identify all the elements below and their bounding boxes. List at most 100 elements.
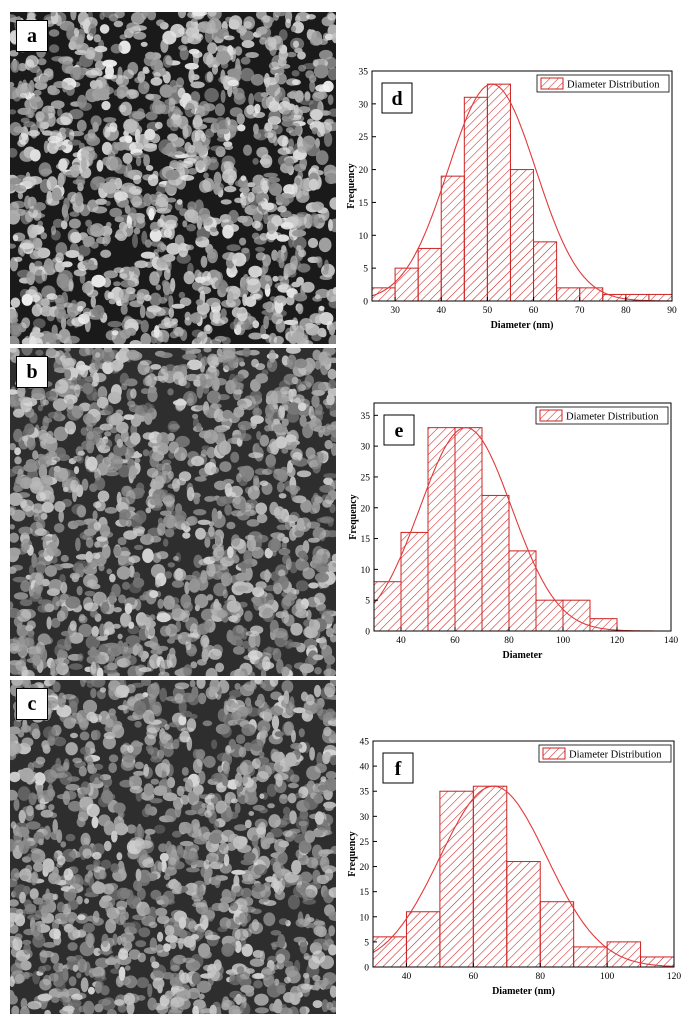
- sem-particle: [176, 77, 185, 88]
- sem-particle: [230, 50, 236, 62]
- sem-particle: [147, 388, 158, 403]
- sem-particle: [260, 92, 269, 98]
- sem-particle: [41, 536, 54, 542]
- sem-particle: [38, 549, 49, 558]
- sem-particle: [194, 276, 206, 283]
- sem-particle: [42, 399, 49, 406]
- sem-particle: [259, 275, 273, 290]
- sem-particle: [160, 659, 173, 669]
- sem-particle: [296, 245, 302, 252]
- sem-particle: [129, 266, 135, 272]
- sem-particle: [182, 353, 197, 360]
- sem-particle: [328, 379, 336, 389]
- sem-particle: [63, 313, 70, 319]
- sem-particle: [167, 638, 175, 644]
- sem-particle: [120, 304, 128, 315]
- sem-particle: [94, 45, 108, 53]
- sem-particle: [262, 607, 275, 623]
- sem-particle: [297, 303, 304, 315]
- sem-particle: [200, 374, 207, 390]
- sem-particle: [113, 267, 125, 273]
- sem-particle: [161, 493, 175, 502]
- sem-particle: [52, 218, 64, 228]
- histogram-bar: [417, 247, 442, 302]
- sem-particle: [209, 339, 222, 344]
- sem-particle: [132, 233, 138, 248]
- sem-particle: [72, 519, 86, 526]
- sem-particle: [217, 128, 230, 135]
- sem-particle: [277, 56, 287, 67]
- sem-particle: [297, 263, 311, 273]
- sem-particle: [246, 519, 260, 527]
- sem-particle: [324, 56, 336, 70]
- sem-particle: [156, 551, 169, 560]
- sem-particle: [16, 622, 23, 631]
- sem-particle: [88, 152, 98, 160]
- sem-particle: [255, 246, 265, 252]
- x-tick-label: 80: [621, 306, 631, 316]
- sem-particle: [128, 446, 134, 456]
- sem-particle: [171, 303, 185, 309]
- sem-particle: [73, 27, 80, 37]
- sem-particle: [141, 12, 148, 20]
- sem-particle: [140, 319, 149, 333]
- x-tick-label: 140: [664, 636, 679, 646]
- sem-particle: [191, 455, 205, 467]
- sem-particle: [68, 311, 76, 320]
- sem-particle: [51, 533, 58, 543]
- sem-particle: [332, 562, 336, 568]
- sem-particle: [233, 646, 245, 655]
- sem-particle: [157, 517, 164, 526]
- sem-particle: [273, 468, 287, 481]
- sem-particle: [238, 476, 248, 487]
- sem-particle: [248, 93, 255, 107]
- sem-particle: [35, 349, 44, 356]
- sem-particle: [166, 118, 174, 128]
- sem-particle: [40, 121, 50, 130]
- sem-particle: [179, 297, 192, 307]
- sem-particle: [99, 423, 113, 431]
- sem-particle: [278, 569, 286, 577]
- sem-particle: [242, 640, 251, 649]
- sem-particle: [255, 502, 268, 515]
- y-axis-label: Frequency: [347, 831, 358, 876]
- sem-particle: [176, 199, 183, 205]
- sem-particle: [200, 569, 208, 584]
- sem-particle: [39, 74, 49, 84]
- sem-particle: [110, 43, 123, 54]
- x-tick-label: 40: [402, 972, 412, 982]
- sem-particle: [292, 229, 307, 237]
- sem-particle: [314, 592, 326, 605]
- sem-particle: [62, 358, 75, 370]
- sem-particle: [268, 349, 276, 363]
- sem-particle: [268, 538, 282, 552]
- sem-particle: [275, 72, 287, 85]
- panel-label-b: b: [16, 356, 48, 388]
- sem-particle: [63, 197, 70, 211]
- x-tick-label: 70: [575, 306, 585, 316]
- sem-particle: [211, 64, 219, 75]
- sem-particle: [233, 87, 245, 100]
- sem-particle: [316, 91, 328, 100]
- sem-particle: [10, 608, 21, 618]
- sem-particle: [26, 437, 36, 451]
- sem-particle: [133, 571, 141, 581]
- sem-particle: [171, 137, 185, 148]
- sem-particle: [105, 200, 111, 206]
- sem-particle: [286, 295, 295, 306]
- sem-particle: [33, 318, 46, 329]
- sem-particle: [55, 242, 68, 257]
- sem-particle: [286, 91, 298, 99]
- sem-particle: [104, 470, 119, 477]
- sem-particle: [248, 452, 264, 459]
- histogram-bar: [509, 169, 535, 302]
- sem-particle: [239, 237, 247, 246]
- sem-particle: [67, 139, 82, 146]
- sem-particle: [287, 354, 297, 370]
- sem-particle: [173, 556, 179, 561]
- sem-particle: [295, 177, 301, 186]
- legend-label: Diameter Distribution: [569, 750, 662, 761]
- sem-particle: [39, 305, 54, 317]
- sem-particle: [310, 410, 325, 416]
- sem-particle: [85, 69, 99, 79]
